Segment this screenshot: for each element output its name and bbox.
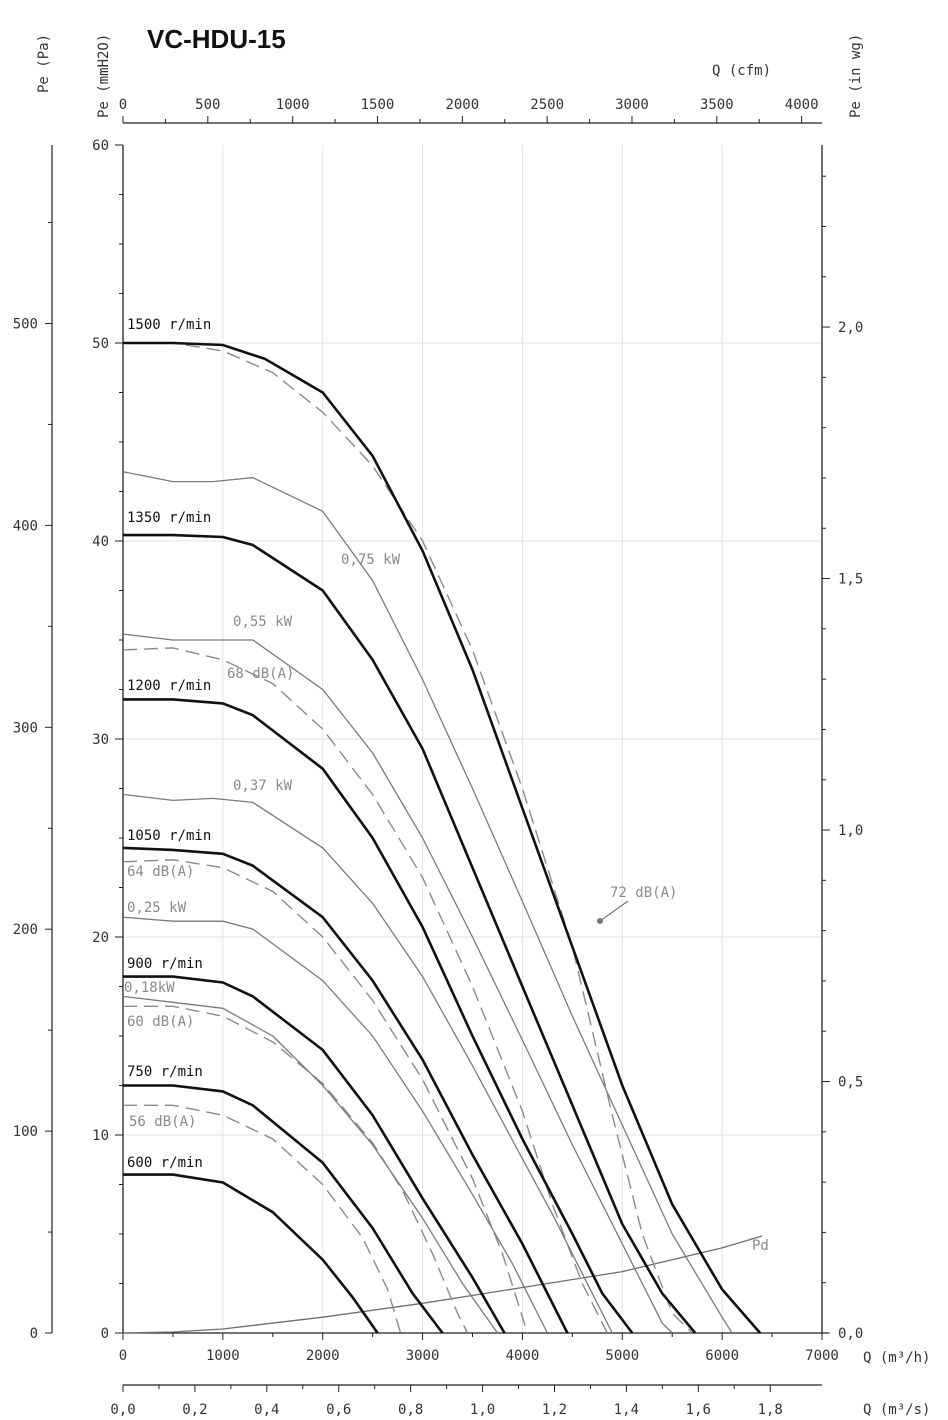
noise-curve-label: 56 dB(A) <box>129 1114 196 1130</box>
speed-curve <box>123 975 506 1334</box>
x-main-axis-label: Q (m³/h) <box>863 1350 930 1366</box>
x-main-tick-label: 2000 <box>306 1348 340 1364</box>
y-mmh2o-tick-label: 60 <box>92 138 109 154</box>
x-cfm-tick-label: 2000 <box>445 97 479 113</box>
noise-curve-label: 60 dB(A) <box>127 1014 194 1030</box>
x-main-tick-label: 4000 <box>506 1348 540 1364</box>
y-pa-tick-label: 300 <box>13 720 38 736</box>
y-inwg-tick-label: 0,0 <box>838 1326 863 1342</box>
speed-curve-label: 600 r/min <box>127 1155 203 1171</box>
x-main-tick-label: 0 <box>119 1348 127 1364</box>
noise-curve-label: 68 dB(A) <box>227 666 294 682</box>
speed-curve-label: 1350 r/min <box>127 510 211 526</box>
y-inwg-tick-label: 0,5 <box>838 1075 863 1091</box>
x-cfm-tick-label: 3500 <box>700 97 734 113</box>
noise-curve-label: 64 dB(A) <box>127 864 194 880</box>
noise-curves <box>122 342 693 1334</box>
y-inwg-tick-label: 2,0 <box>838 320 863 336</box>
speed-curve-label: 1050 r/min <box>127 828 211 844</box>
speed-curve <box>123 341 762 1334</box>
x-m3s-tick-label: 1,8 <box>758 1402 783 1418</box>
x-cfm-tick-label: 0 <box>119 97 127 113</box>
x-m3s-tick-label: 0,4 <box>254 1402 279 1418</box>
y-mmh2o-tick-label: 10 <box>92 1128 109 1144</box>
power-curve-label: 0,55 kW <box>233 614 293 630</box>
power-curve-label: 0,25 kW <box>127 900 187 916</box>
noise-curve <box>123 1005 469 1334</box>
power-curve <box>122 471 733 1334</box>
power-curves <box>122 471 733 1334</box>
dynamic-pressure-curve-group <box>122 1235 763 1334</box>
speed-curve <box>123 533 697 1334</box>
y-pa-tick-label: 100 <box>13 1124 38 1140</box>
power-curve <box>122 995 499 1334</box>
grid <box>123 145 822 1333</box>
x-main-tick-label: 5000 <box>605 1348 639 1364</box>
x-cfm-tick-label: 1500 <box>361 97 395 113</box>
noise-curve <box>123 342 693 1334</box>
x-cfm-tick-label: 3000 <box>615 97 649 113</box>
y-pa-tick-label: 500 <box>13 316 38 332</box>
y-mmh2o-tick-label: 30 <box>92 732 109 748</box>
speed-curve-label: 900 r/min <box>127 956 203 972</box>
speed-curve-label: 1200 r/min <box>127 678 211 694</box>
curve-labels: 1500 r/min 1350 r/min 1200 r/min 1050 r/min… <box>124 317 769 1254</box>
speed-curve <box>122 846 569 1334</box>
x-m3s-tick-label: 0,8 <box>398 1402 423 1418</box>
x-m3s-axis-label: Q (m³/s) <box>863 1402 930 1418</box>
speed-curves <box>122 341 762 1334</box>
y-pa-tick-label: 0 <box>30 1326 38 1342</box>
x-main-tick-label: 6000 <box>705 1348 739 1364</box>
y-mmh2o-tick-label: 50 <box>92 336 109 352</box>
y-mmh2o-axis-label: Pe (mmH2O) <box>96 34 112 118</box>
noise-curve <box>122 859 529 1334</box>
y-pa-tick-label: 400 <box>13 518 38 534</box>
dynamic-pressure-label: Pd <box>752 1238 769 1254</box>
power-curve-label: 0,75 kW <box>341 552 401 568</box>
x-main-tick-label: 7000 <box>805 1348 839 1364</box>
speed-curve-label: 750 r/min <box>127 1064 203 1080</box>
x-cfm-axis-label: Q (cfm) <box>712 63 771 79</box>
noise-curve-label: 72 dB(A) <box>610 885 677 901</box>
noise-curve <box>123 1104 402 1334</box>
power-curve <box>122 793 613 1334</box>
x-m3s-tick-label: 1,0 <box>470 1402 495 1418</box>
power-curve-label: 0,37 kW <box>233 778 293 794</box>
speed-curve <box>123 1084 444 1334</box>
x-main-tick-label: 1000 <box>206 1348 240 1364</box>
x-cfm-tick-label: 500 <box>195 97 220 113</box>
axes: 0 1000 2000 3000 4000 5000 6000 7000 Q (m³/h)0,0… <box>13 34 931 1418</box>
speed-curve-label: 1500 r/min <box>127 317 211 333</box>
x-cfm-tick-label: 2500 <box>530 97 564 113</box>
speed-curve <box>123 1173 379 1334</box>
x-cfm-tick-label: 4000 <box>785 97 819 113</box>
noise-marker-leader <box>599 900 629 922</box>
y-pa-tick-label: 200 <box>13 922 38 938</box>
y-mmh2o-tick-label: 40 <box>92 534 109 550</box>
chart-title: VC-HDU-15 <box>147 24 286 54</box>
x-m3s-tick-label: 0,0 <box>110 1402 135 1418</box>
x-m3s-tick-label: 0,6 <box>326 1402 351 1418</box>
noise-curve <box>122 647 608 1334</box>
power-curve <box>122 633 673 1334</box>
dynamic-pressure-curve <box>122 1235 763 1334</box>
y-mmh2o-tick-label: 0 <box>101 1326 109 1342</box>
x-main-tick-label: 3000 <box>406 1348 440 1364</box>
power-curve <box>122 916 548 1334</box>
x-m3s-tick-label: 0,2 <box>182 1402 207 1418</box>
x-m3s-tick-label: 1,4 <box>614 1402 639 1418</box>
y-inwg-tick-label: 1,0 <box>838 823 863 839</box>
speed-curve <box>123 698 634 1334</box>
y-pa-axis-label: Pe (Pa) <box>36 34 52 93</box>
y-inwg-axis-label: Pe (in wg) <box>848 34 864 118</box>
y-inwg-tick-label: 1,5 <box>838 572 863 588</box>
power-curve-label: 0,18kW <box>124 980 175 996</box>
x-m3s-tick-label: 1,6 <box>686 1402 711 1418</box>
y-mmh2o-tick-label: 20 <box>92 930 109 946</box>
x-m3s-tick-label: 1,2 <box>542 1402 567 1418</box>
x-cfm-tick-label: 1000 <box>276 97 310 113</box>
